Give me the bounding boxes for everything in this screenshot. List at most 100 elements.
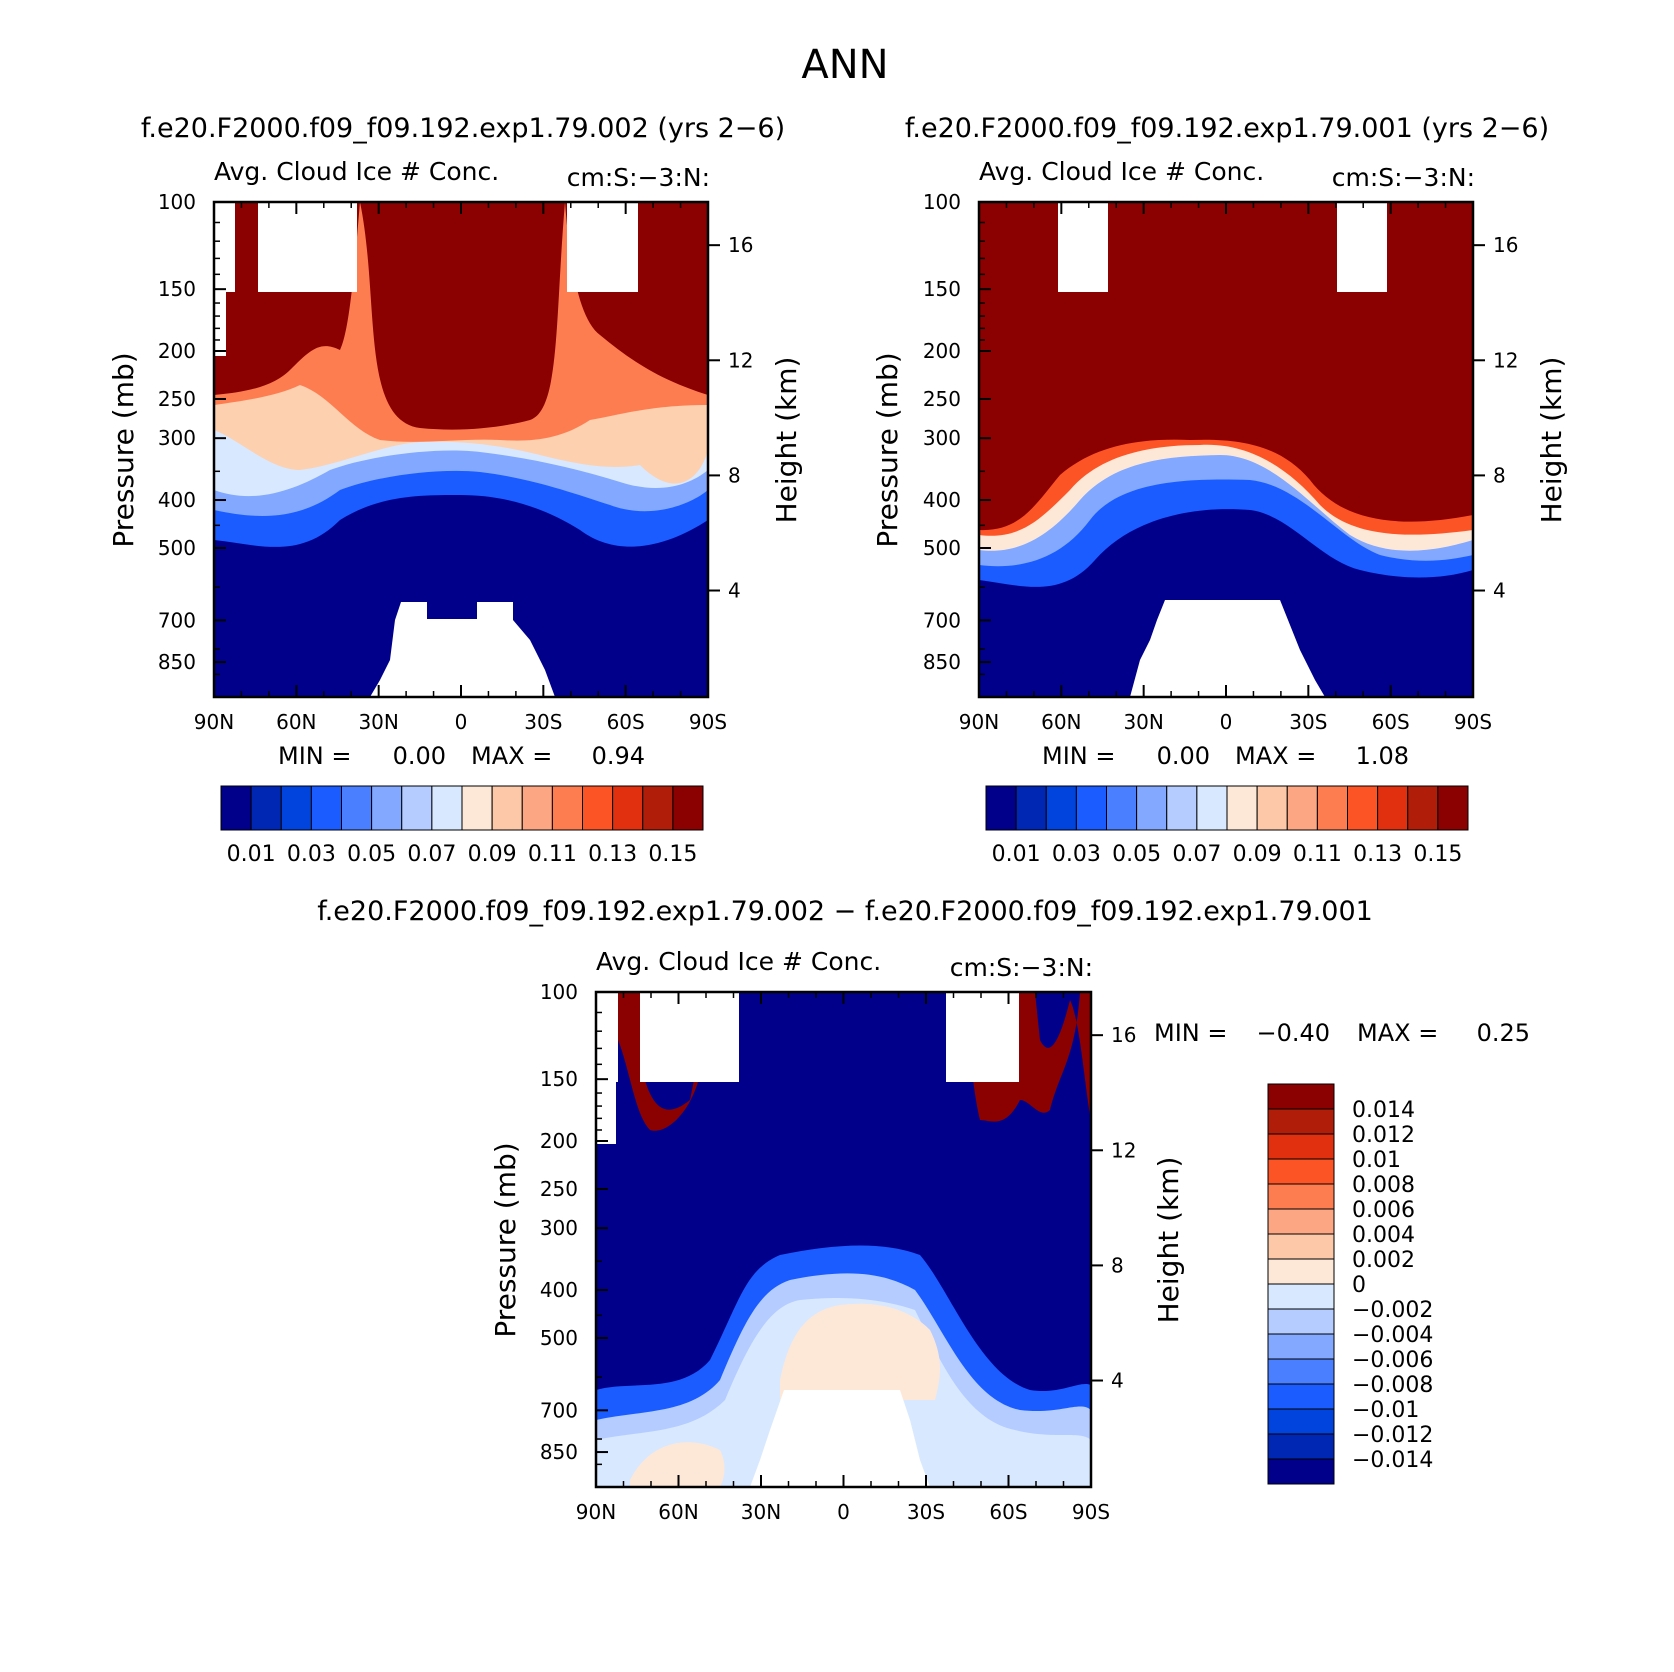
colorbar-swatch <box>1267 1133 1335 1160</box>
colorbar-swatch <box>1267 1333 1335 1360</box>
colorbar-swatch <box>1256 785 1288 831</box>
x-tick-label: 30N <box>1123 710 1163 734</box>
colorbar-label: 0.01 <box>1352 1148 1401 1173</box>
panel-1-max-value: 0.94 <box>592 742 645 770</box>
colorbar-label: −0.004 <box>1352 1323 1433 1348</box>
x-tick-label: 0 <box>455 710 468 734</box>
panel-1-field-dark-top <box>340 202 565 430</box>
y-tick-label: 200 <box>540 1129 578 1153</box>
y-tick-label: 100 <box>158 190 196 214</box>
y-tick-label: 150 <box>540 1067 578 1091</box>
y-tick-label: 300 <box>923 426 961 450</box>
x-tick-label: 60S <box>989 1500 1027 1524</box>
panel-3-colorbar: 0.0140.0120.010.0080.0060.0040.0020−0.00… <box>1267 1083 1433 1485</box>
panel-3-axes: 100 150 200 250 300 400 500 700 850 16 12 8 4 90N 60N 3… <box>540 980 1137 1524</box>
colorbar-label: −0.002 <box>1352 1298 1433 1323</box>
x-tick-label: 90S <box>1454 710 1492 734</box>
colorbar-swatch <box>310 785 342 831</box>
colorbar-swatch <box>612 785 644 831</box>
panel-1-missing-surface <box>370 602 555 697</box>
panel-2-units: cm:S:−3:N: <box>1332 163 1475 192</box>
y-tick-label: 500 <box>540 1326 578 1350</box>
x-tick-label: 60N <box>276 710 316 734</box>
x-tick-label: 30S <box>1289 710 1327 734</box>
figure-title: ANN <box>801 42 888 88</box>
colorbar-swatch <box>1045 785 1077 831</box>
panel-3-min-value: −0.40 <box>1256 1019 1330 1047</box>
colorbar-swatch <box>1267 1433 1335 1460</box>
panel-2-ylabel-right: Height (km) <box>1535 357 1568 524</box>
colorbar-swatch <box>1267 1208 1335 1235</box>
colorbar-swatch <box>1267 1083 1335 1110</box>
y-right-tick-label: 12 <box>728 348 753 372</box>
y-tick-label: 150 <box>158 277 196 301</box>
panel-1-var-title: Avg. Cloud Ice # Conc. <box>214 157 499 186</box>
y-tick-label: 500 <box>158 536 196 560</box>
y-right-tick-label: 4 <box>1493 579 1506 603</box>
colorbar-swatch <box>431 785 463 831</box>
panel-1-plot-area <box>214 202 708 697</box>
panel-1-axes: 100 150 200 250 300 400 500 700 850 16 12 8 4 90N 60N 3… <box>158 190 754 734</box>
colorbar-label: 0.002 <box>1352 1248 1415 1273</box>
colorbar-label: −0.014 <box>1352 1448 1433 1473</box>
y-tick-label: 300 <box>158 426 196 450</box>
colorbar-label: 0.03 <box>1052 842 1101 867</box>
x-tick-label: 30S <box>907 1500 945 1524</box>
colorbar-swatch <box>1136 785 1168 831</box>
panel-3-min-label: MIN = <box>1154 1019 1227 1047</box>
x-tick-label: 60S <box>607 710 645 734</box>
x-tick-label: 60S <box>1372 710 1410 734</box>
panel-3-missing-box-right <box>946 992 1019 1082</box>
colorbar-swatch <box>985 785 1017 831</box>
panel-3-missing-box-left <box>640 992 739 1082</box>
colorbar-swatch <box>1377 785 1409 831</box>
colorbar-label: 0.09 <box>1233 842 1282 867</box>
colorbar-swatch <box>521 785 553 831</box>
panel-3-units: cm:S:−3:N: <box>950 953 1093 982</box>
panel-1-missing-left-strip-2 <box>226 202 235 292</box>
panel-2-var-title: Avg. Cloud Ice # Conc. <box>979 157 1264 186</box>
colorbar-swatch <box>1267 1283 1335 1310</box>
panel-3-ylabel-left: Pressure (mb) <box>489 1142 522 1337</box>
panel-1-colorbar: 0.01 0.03 0.05 0.07 0.09 0.11 0.13 0.15 <box>220 785 704 867</box>
panel-3-missing-left-strip <box>596 992 616 1144</box>
colorbar-swatch <box>1166 785 1198 831</box>
colorbar-label: 0.014 <box>1352 1098 1415 1123</box>
panel-3-missing-left-strip-2 <box>616 992 618 1082</box>
x-tick-label: 30S <box>524 710 562 734</box>
panel-2-ylabel-left: Pressure (mb) <box>871 352 904 547</box>
colorbar-label: −0.008 <box>1352 1373 1433 1398</box>
panel-3-max-value: 0.25 <box>1477 1019 1530 1047</box>
panel-1-case-title: f.e20.F2000.f09_f09.192.exp1.79.002 (yrs… <box>141 113 785 144</box>
colorbar-swatch <box>371 785 403 831</box>
panel-3-plot-area <box>596 992 1091 1487</box>
panel-3-field-pale-red <box>780 1303 940 1400</box>
colorbar-label: 0.13 <box>1353 842 1402 867</box>
colorbar-swatch <box>642 785 674 831</box>
colorbar-label: 0.15 <box>648 842 697 867</box>
y-right-tick-label: 16 <box>728 233 753 257</box>
colorbar-swatch <box>551 785 583 831</box>
panel-2: f.e20.F2000.f09_f09.192.exp1.79.001 (yrs… <box>871 113 1568 867</box>
colorbar-label: 0.03 <box>287 842 336 867</box>
colorbar-swatch <box>401 785 433 831</box>
panel-3-ylabel-right: Height (km) <box>1152 1157 1185 1324</box>
y-tick-label: 250 <box>158 387 196 411</box>
colorbar-label: 0.09 <box>468 842 517 867</box>
colorbar-swatch <box>491 785 523 831</box>
y-right-tick-label: 8 <box>1493 463 1506 487</box>
colorbar-swatch <box>582 785 614 831</box>
panel-2-missing-box-left <box>1058 202 1108 292</box>
y-right-tick-label: 12 <box>1493 348 1518 372</box>
panel-2-plot-area <box>979 202 1473 697</box>
colorbar-swatch <box>1286 785 1318 831</box>
colorbar-label: 0.01 <box>227 842 276 867</box>
panel-3-field-upper-left-red <box>618 992 700 1131</box>
colorbar-swatch <box>1407 785 1439 831</box>
panel-3-max-label: MAX = <box>1357 1019 1438 1047</box>
y-tick-label: 850 <box>158 650 196 674</box>
y-tick-label: 200 <box>158 339 196 363</box>
x-tick-label: 0 <box>837 1500 850 1524</box>
colorbar-label: 0.15 <box>1413 842 1462 867</box>
